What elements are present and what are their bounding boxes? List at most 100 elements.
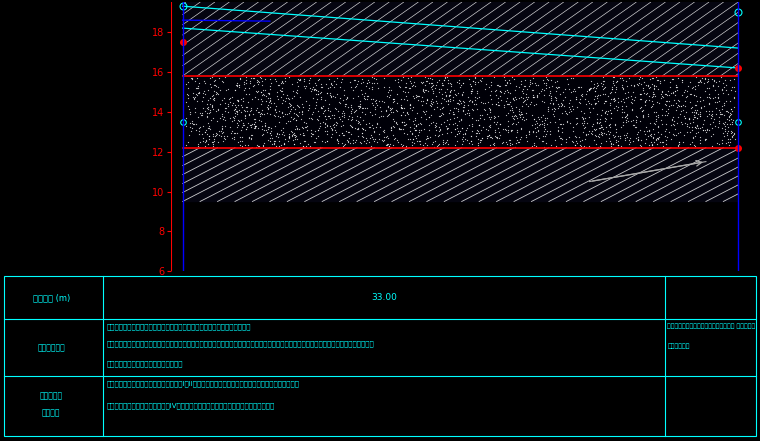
Point	[690, 74, 702, 81]
Point	[255, 78, 268, 85]
Point	[555, 102, 567, 109]
Point	[236, 116, 248, 123]
Point	[488, 74, 500, 81]
Point	[526, 121, 538, 128]
Point	[516, 102, 528, 109]
Point	[394, 126, 406, 133]
Point	[635, 108, 648, 115]
Point	[620, 102, 632, 109]
Point	[376, 137, 388, 144]
Point	[470, 100, 482, 107]
Point	[692, 110, 705, 117]
Point	[288, 114, 300, 121]
Point	[598, 84, 610, 91]
Point	[292, 76, 304, 83]
Point	[580, 90, 592, 97]
Point	[434, 112, 446, 120]
Point	[217, 95, 230, 102]
Point	[648, 119, 660, 126]
Point	[676, 103, 688, 110]
Point	[184, 120, 196, 127]
Point	[207, 135, 220, 142]
Point	[690, 109, 702, 116]
Point	[708, 77, 720, 84]
Point	[194, 123, 206, 131]
Point	[591, 80, 603, 87]
Point	[520, 109, 532, 116]
Point	[366, 132, 378, 139]
Point	[388, 116, 400, 123]
Point	[471, 106, 483, 113]
Point	[417, 86, 429, 93]
Point	[421, 78, 433, 85]
Point	[245, 135, 257, 142]
Point	[666, 116, 678, 123]
Point	[707, 82, 719, 89]
Point	[664, 121, 676, 128]
Point	[409, 116, 421, 123]
Point	[383, 142, 395, 149]
Point	[542, 106, 554, 113]
Point	[729, 88, 741, 95]
Point	[684, 129, 696, 136]
Point	[557, 88, 569, 95]
Point	[540, 127, 553, 135]
Point	[319, 123, 331, 130]
Point	[261, 103, 273, 110]
Point	[681, 120, 693, 127]
Point	[321, 138, 333, 145]
Point	[363, 119, 375, 126]
Point	[471, 127, 483, 134]
Point	[363, 78, 375, 85]
Point	[729, 136, 741, 143]
Point	[593, 125, 605, 132]
Point	[465, 132, 477, 139]
Point	[397, 125, 410, 132]
Point	[675, 108, 687, 115]
Point	[235, 126, 247, 133]
Point	[197, 134, 209, 141]
Point	[606, 78, 619, 85]
Point	[416, 97, 429, 105]
Point	[536, 138, 548, 145]
Point	[578, 124, 591, 131]
Point	[548, 105, 560, 112]
Point	[715, 74, 727, 81]
Point	[500, 78, 512, 86]
Point	[584, 108, 597, 116]
Point	[300, 97, 312, 105]
Point	[328, 123, 340, 131]
Point	[727, 83, 739, 90]
Point	[651, 98, 663, 105]
Point	[353, 120, 365, 127]
Point	[693, 93, 705, 101]
Point	[217, 79, 229, 86]
Point	[578, 142, 590, 149]
Point	[387, 95, 399, 102]
Point	[410, 94, 422, 101]
Point	[205, 102, 217, 109]
Point	[382, 142, 394, 149]
Point	[340, 94, 353, 101]
Point	[726, 121, 738, 128]
Point	[233, 82, 245, 89]
Point	[616, 74, 628, 81]
Point	[395, 112, 407, 119]
Point	[369, 105, 381, 112]
Point	[483, 104, 495, 111]
Point	[635, 137, 648, 144]
Point	[413, 137, 425, 144]
Point	[360, 139, 372, 146]
Point	[230, 108, 242, 115]
Point	[584, 101, 597, 108]
Point	[180, 99, 192, 106]
Point	[524, 82, 536, 89]
Point	[619, 131, 632, 138]
Point	[699, 136, 711, 143]
Point	[670, 107, 682, 114]
Point	[252, 77, 264, 84]
Point	[415, 114, 427, 121]
Point	[706, 113, 718, 120]
Point	[591, 110, 603, 117]
Point	[572, 83, 584, 90]
